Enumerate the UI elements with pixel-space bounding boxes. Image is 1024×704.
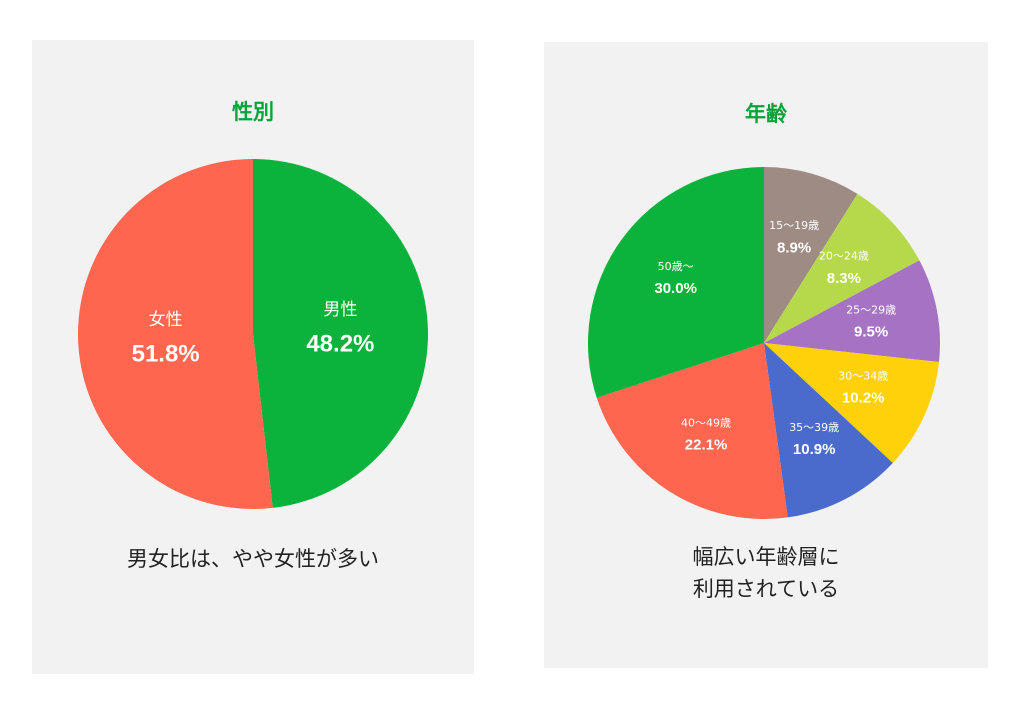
pie-slice-label-1-2: 25〜29歳 xyxy=(846,303,896,316)
pie-slice-label-0-0: 男性 xyxy=(323,300,357,320)
pie-slice-label-1-1: 20〜24歳 xyxy=(819,250,869,263)
pie-slice-value-1-0: 8.9% xyxy=(777,239,811,256)
pie-slice-1-6 xyxy=(588,167,764,398)
age-pie-chart: 15〜19歳 8.9% 20〜24歳 8.3% 25〜29歳 9.5% 30〜34歳 10.2… xyxy=(588,167,940,519)
pie-slice-value-1-2: 9.5% xyxy=(854,324,888,341)
pie-slice-value-0-1: 51.8% xyxy=(132,340,200,367)
pie-slice-label-1-3: 30〜34歳 xyxy=(838,369,888,382)
pie-slice-0-0 xyxy=(253,159,429,508)
pie-slice-1-0 xyxy=(764,167,858,343)
pie-slice-1-2 xyxy=(764,260,940,363)
age-chart-caption-line-1: 幅広い年齢層に xyxy=(692,545,840,569)
age-chart-caption: 幅広い年齢層に 利用されている xyxy=(544,541,988,605)
gender-chart-panel: 性別 男性 48.2% 女性 51.8% 男女比は、やや女性が多い xyxy=(32,40,474,674)
age-chart-caption-line-2: 利用されている xyxy=(692,577,840,601)
pie-slice-value-1-4: 10.9% xyxy=(793,441,836,458)
gender-chart-caption: 男女比は、やや女性が多い xyxy=(127,547,379,571)
pie-slice-value-1-5: 22.1% xyxy=(685,437,728,454)
pie-slice-label-1-5: 40〜49歳 xyxy=(681,416,731,429)
gender-chart-title: 性別 xyxy=(232,100,274,124)
age-chart-panel: 年齢 15〜19歳 8.9% 20〜24歳 8.3% 25〜29歳 9.5% 30〜34歳 1… xyxy=(544,42,988,668)
pie-slice-1-1 xyxy=(764,193,920,343)
pie-slice-value-1-3: 10.2% xyxy=(842,390,885,407)
pie-slice-0-1 xyxy=(78,159,273,509)
pie-slice-value-1-1: 8.3% xyxy=(827,270,861,287)
pie-slice-1-4 xyxy=(764,343,893,518)
pie-slice-label-0-1: 女性 xyxy=(149,310,183,330)
pie-slice-1-3 xyxy=(764,343,939,463)
pie-slice-label-1-4: 35〜39歳 xyxy=(789,421,839,434)
pie-slice-label-1-6: 50歳〜 xyxy=(658,260,694,273)
pie-slice-value-1-6: 30.0% xyxy=(654,280,697,297)
pie-slice-value-0-0: 48.2% xyxy=(306,330,374,357)
age-chart-title: 年齢 xyxy=(745,102,787,126)
pie-slice-1-5 xyxy=(596,343,788,519)
gender-pie-chart: 男性 48.2% 女性 51.8% xyxy=(78,159,429,509)
pie-slice-label-1-0: 15〜19歳 xyxy=(769,219,819,232)
